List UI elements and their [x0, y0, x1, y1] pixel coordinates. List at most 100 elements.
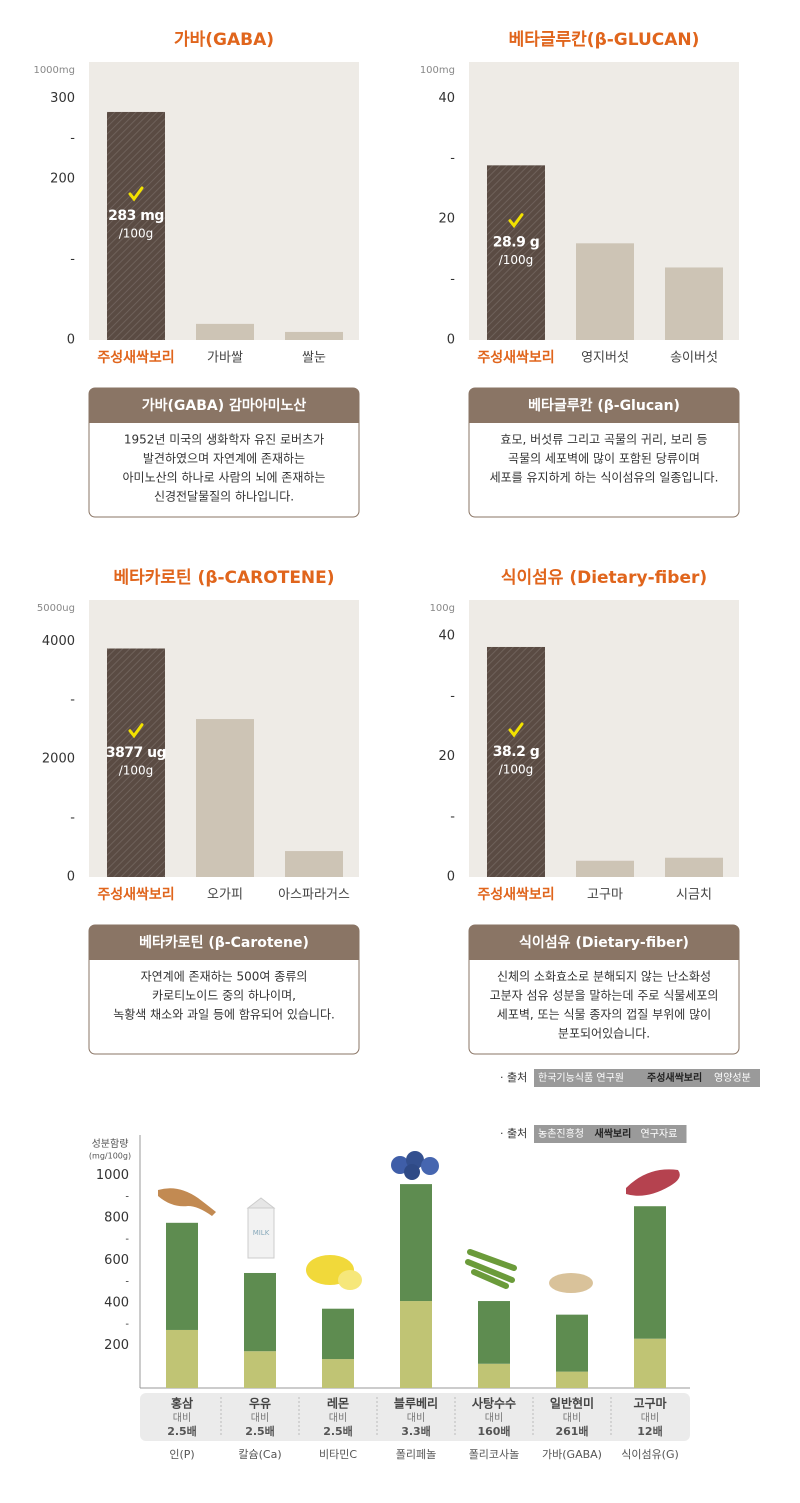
bar-segment — [400, 1184, 432, 1302]
y-tick-label: - — [70, 693, 75, 708]
y-tick-label: 1000 — [96, 1168, 129, 1183]
note-text: 세포를 유지하게 하는 식이섬유의 일종입니다. — [490, 471, 719, 485]
label-band — [140, 1393, 690, 1441]
bar-segment — [634, 1206, 666, 1339]
y-tick-label: 0 — [447, 333, 455, 348]
category-label: 영지버섯 — [581, 351, 629, 366]
bar-segment — [322, 1308, 354, 1360]
value-label: 38.2 g — [493, 744, 539, 760]
note-text: 고분자 섬유 성분을 말하는데 주로 식물세포의 — [490, 989, 719, 1003]
chart-title: 식이섬유 (Dietary-fiber) — [501, 568, 707, 588]
y-tick-label: - — [125, 1319, 129, 1330]
source-prefix: · 출처 — [500, 1071, 527, 1084]
bar — [285, 851, 343, 877]
y-tick-label: 400 — [104, 1295, 129, 1310]
bar — [196, 719, 254, 877]
nutrient-label: 비타민C — [319, 1448, 357, 1461]
value-label: 3877 ug — [106, 745, 166, 761]
source-text: 주성새싹보리 — [647, 1071, 702, 1084]
note-text: 효모, 버섯류 그리고 곡물의 귀리, 보리 등 — [500, 433, 707, 447]
bar — [665, 857, 723, 877]
y-tick-label: 2000 — [42, 752, 75, 767]
bar-segment — [166, 1222, 198, 1330]
svg-text:MILK: MILK — [253, 1229, 270, 1237]
chart-title: 베타글루칸(β-GLUCAN) — [509, 30, 700, 50]
source-text: 새싹보리 — [595, 1127, 632, 1140]
category-label: 레몬 — [327, 1396, 349, 1411]
source-text: 농촌진흥청 — [538, 1127, 584, 1140]
y-tick-label: 600 — [104, 1253, 129, 1268]
value-label: 28.9 g — [493, 235, 539, 251]
food-icons: MILK — [158, 1151, 680, 1293]
bar-texture — [107, 648, 165, 877]
y-tick-label: - — [125, 1192, 129, 1203]
note-text: 분포되어있습니다. — [558, 1027, 650, 1041]
y-tick-label: 20 — [438, 212, 455, 227]
category-label: 아스파라거스 — [278, 888, 350, 903]
y-tick-label: - — [70, 811, 75, 826]
nutrient-label: 식이섬유(G) — [621, 1448, 679, 1461]
y-tick-label: 0 — [67, 870, 75, 885]
y-tick-label: 300 — [50, 91, 75, 106]
category-label: 쌀눈 — [302, 351, 326, 366]
note-title: 식이섬유 (Dietary-fiber) — [519, 934, 689, 951]
category-label: 시금치 — [676, 888, 712, 903]
y-tick-label: - — [125, 1234, 129, 1245]
compare-label: 대비 — [251, 1412, 269, 1424]
category-label: 고구마 — [633, 1396, 666, 1411]
category-label: 가바쌀 — [207, 351, 243, 366]
note-text: 신체의 소화효소로 분해되지 않는 난소화성 — [497, 970, 711, 984]
nutrient-label: 가바(GABA) — [542, 1448, 602, 1461]
note-title: 베타글루칸 (β-Glucan) — [528, 397, 680, 414]
compare-label: 대비 — [563, 1412, 581, 1424]
value-label-unit: /100g — [499, 762, 534, 776]
ratio-label: 2.5배 — [323, 1424, 353, 1438]
bar-segment — [478, 1363, 510, 1388]
compare-label: 대비 — [641, 1412, 659, 1424]
chart-title: 베타카로틴 (β-CAROTENE) — [113, 568, 334, 588]
bar-segment — [400, 1301, 432, 1388]
check-mark — [128, 186, 144, 202]
y-tick-label: 0 — [67, 333, 75, 348]
bar-texture — [107, 111, 165, 341]
note-text: 1952년 미국의 생화학자 유진 로버츠가 — [124, 433, 324, 447]
nutrient-label: 칼슘(Ca) — [238, 1448, 281, 1461]
source-text: 연구자료 — [641, 1128, 678, 1140]
nutrient-label: 폴리페놀 — [396, 1448, 436, 1461]
y-tick-label: - — [70, 252, 75, 267]
ratio-label: 261배 — [555, 1424, 588, 1438]
ratio-label: 12배 — [637, 1424, 662, 1438]
y-axis-label: 성분함량 — [92, 1138, 129, 1150]
y-tick-label: 200 — [104, 1338, 129, 1353]
source-text: 한국기능식품 연구원 — [538, 1072, 624, 1084]
y-tick-label: - — [125, 1277, 129, 1288]
unit-label: 1000mg — [33, 65, 75, 76]
note-text: 카로티노이드 중의 하나이며, — [152, 989, 296, 1003]
note-title: 가바(GABA) 감마아미노산 — [142, 397, 307, 414]
category-label: 오가피 — [207, 888, 243, 903]
compare-label: 대비 — [329, 1412, 347, 1424]
bar — [285, 331, 343, 340]
y-axis-label: (mg/100g) — [89, 1152, 131, 1161]
y-tick-label: - — [450, 151, 455, 166]
bar — [576, 243, 634, 340]
note-text: 녹황색 채소와 과일 등에 함유되어 있습니다. — [113, 1008, 335, 1022]
bar-segment — [634, 1338, 666, 1388]
note-text: 발견하였으며 자연계에 존재하는 — [143, 452, 305, 466]
category-label: 우유 — [249, 1397, 271, 1411]
category-label: 일반현미 — [550, 1396, 594, 1411]
y-tick-label: 800 — [104, 1210, 129, 1225]
y-tick-label: 20 — [438, 749, 455, 764]
source-box — [534, 1125, 687, 1143]
category-label: 송이버섯 — [670, 351, 718, 366]
y-tick-label: - — [70, 131, 75, 146]
nutrient-label: 인(P) — [169, 1448, 194, 1461]
y-tick-label: 40 — [438, 629, 455, 644]
source-prefix: · 출처 — [500, 1127, 527, 1140]
note-header — [469, 925, 739, 960]
bar — [576, 860, 634, 877]
check-mark — [128, 723, 144, 739]
ratio-label: 2.5배 — [167, 1424, 197, 1438]
unit-label: 5000ug — [37, 603, 75, 614]
